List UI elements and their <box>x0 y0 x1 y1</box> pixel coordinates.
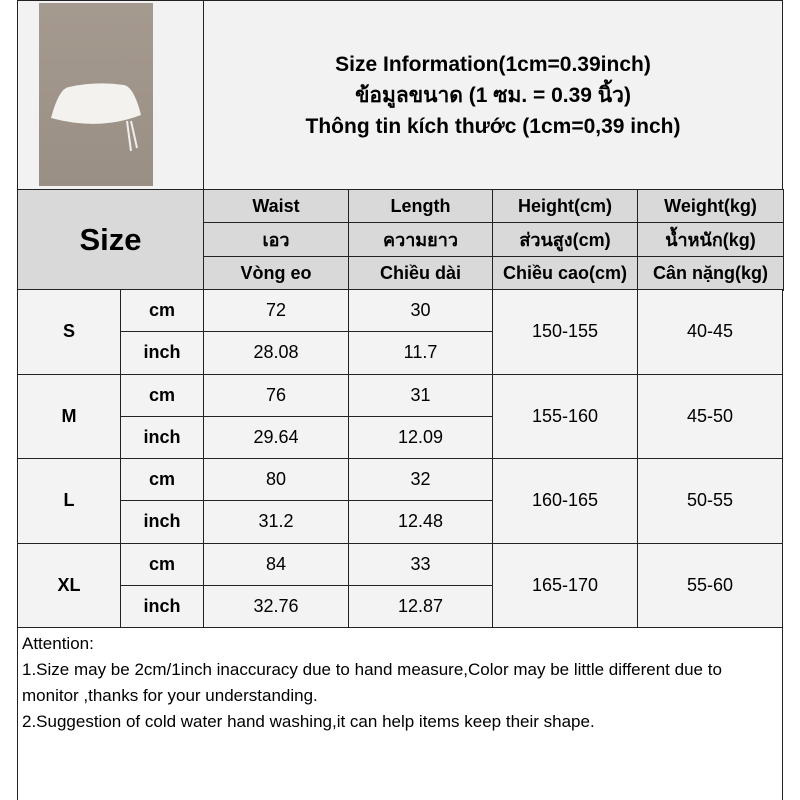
column-header-vi: Vòng eo <box>203 256 349 291</box>
length-inch: 12.48 <box>348 500 493 544</box>
waist-cm: 76 <box>203 373 349 417</box>
weight-range: 40-45 <box>637 289 783 375</box>
column-header-th: ความยาว <box>348 222 493 257</box>
title-vi: Thông tin kích thước (1cm=0,39 inch) <box>305 114 681 138</box>
waist-cm: 80 <box>203 458 349 502</box>
length-inch: 11.7 <box>348 331 493 375</box>
unit-cm: cm <box>120 458 204 502</box>
unit-inch: inch <box>120 500 204 544</box>
column-header-vi: Chiều cao(cm) <box>492 256 638 291</box>
size-header: Size <box>17 189 204 290</box>
length-cm: 32 <box>348 458 493 502</box>
waist-inch: 28.08 <box>203 331 349 375</box>
waist-inch: 29.64 <box>203 415 349 459</box>
waist-inch: 31.2 <box>203 500 349 544</box>
column-header-th: น้ำหนัก(kg) <box>637 222 784 257</box>
attention-notes: Attention: 1.Size may be 2cm/1inch inacc… <box>17 627 783 800</box>
weight-range: 45-50 <box>637 373 783 459</box>
waist-inch: 32.76 <box>203 584 349 628</box>
size-label: L <box>17 458 121 544</box>
height-range: 155-160 <box>492 373 638 459</box>
column-header-th: ส่วนสูง(cm) <box>492 222 638 257</box>
length-inch: 12.09 <box>348 415 493 459</box>
length-cm: 33 <box>348 542 493 586</box>
column-header-en: Length <box>348 189 493 223</box>
column-header-en: Weight(kg) <box>637 189 784 223</box>
waist-cm: 84 <box>203 542 349 586</box>
column-header-vi: Cân nặng(kg) <box>637 256 784 291</box>
attention-title: Attention: <box>22 634 94 653</box>
height-range: 160-165 <box>492 458 638 544</box>
waist-cm: 72 <box>203 289 349 333</box>
size-label: M <box>17 373 121 459</box>
column-header-th: เอว <box>203 222 349 257</box>
size-label: S <box>17 289 121 375</box>
title-en: Size Information(1cm=0.39inch) <box>335 52 651 76</box>
height-range: 165-170 <box>492 542 638 628</box>
unit-cm: cm <box>120 289 204 333</box>
height-range: 150-155 <box>492 289 638 375</box>
length-cm: 31 <box>348 373 493 417</box>
unit-cm: cm <box>120 373 204 417</box>
weight-range: 50-55 <box>637 458 783 544</box>
unit-inch: inch <box>120 331 204 375</box>
attention-line-1: 1.Size may be 2cm/1inch inaccuracy due t… <box>22 660 722 705</box>
column-header-en: Height(cm) <box>492 189 638 223</box>
size-info-title: Size Information(1cm=0.39inch) ข้อมูลขนา… <box>203 0 783 190</box>
length-inch: 12.87 <box>348 584 493 628</box>
skirt-image <box>51 83 141 152</box>
weight-range: 55-60 <box>637 542 783 628</box>
column-header-vi: Chiều dài <box>348 256 493 291</box>
attention-line-2: 2.Suggestion of cold water hand washing,… <box>22 712 595 731</box>
product-photo <box>39 3 153 186</box>
unit-inch: inch <box>120 415 204 459</box>
length-cm: 30 <box>348 289 493 333</box>
unit-inch: inch <box>120 584 204 628</box>
unit-cm: cm <box>120 542 204 586</box>
size-label: XL <box>17 542 121 628</box>
title-th: ข้อมูลขนาด (1 ซม. = 0.39 นิ้ว) <box>355 83 631 107</box>
column-header-en: Waist <box>203 189 349 223</box>
